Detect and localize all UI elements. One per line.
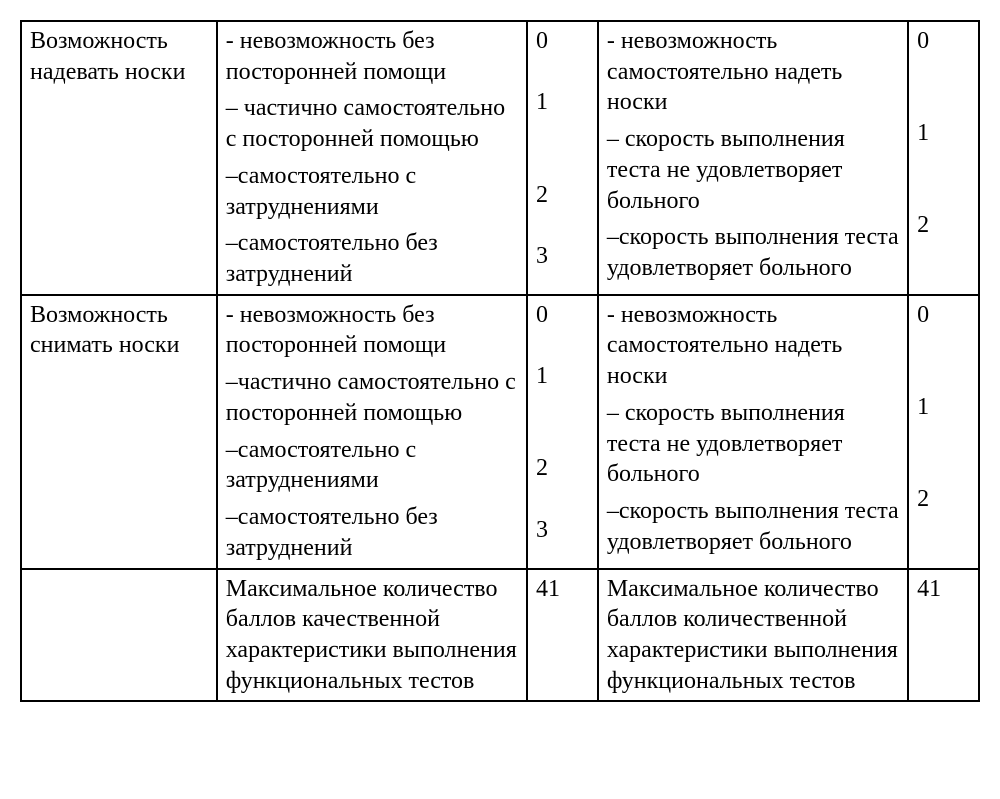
- score-spacer: [536, 484, 589, 515]
- score-spacer: [536, 210, 589, 241]
- qual-item-text: - невозможность без посторонней помощи: [226, 26, 518, 87]
- score-spacer: [536, 57, 589, 88]
- quant-item-score: 2: [917, 210, 970, 241]
- qual-score-cell: 0 1 2 3: [527, 21, 598, 295]
- quant-score-cell: 0 1 2: [908, 295, 979, 569]
- quant-item-score: 1: [917, 118, 970, 149]
- qual-item-text: –самостоятельно с затруднениями: [226, 161, 518, 222]
- qual-item-score: 0: [536, 300, 589, 331]
- qual-item-score: 1: [536, 361, 589, 392]
- qual-desc-cell: - невозможность без посторонней помощи –…: [217, 21, 527, 295]
- quant-item-text: – скорость выполнения теста не удовлетво…: [607, 124, 899, 216]
- qual-item-text: – частично самостоятельно с посторонней …: [226, 93, 518, 154]
- score-spacer: [536, 118, 589, 149]
- qual-summary-score: 41: [536, 576, 560, 602]
- qual-item-text: –самостоятельно без затруднений: [226, 228, 518, 289]
- score-spacer: [917, 57, 970, 88]
- criterion-cell: Возможность снимать носки: [21, 295, 217, 569]
- quant-desc-cell: - невозможность самостоятельно надеть но…: [598, 21, 908, 295]
- quant-summary-score: 41: [917, 576, 941, 602]
- assessment-tbody: Возможность надевать носки - невозможнос…: [21, 21, 979, 701]
- table-row: Максимальное количество баллов качествен…: [21, 569, 979, 702]
- quant-summary-text: Максимальное количество баллов количеств…: [607, 576, 898, 694]
- qual-item-score: 3: [536, 241, 589, 272]
- quant-item-score: 0: [917, 300, 970, 331]
- quant-item-score: 0: [917, 26, 970, 57]
- score-spacer: [536, 423, 589, 454]
- table-row: Возможность надевать носки - невозможнос…: [21, 21, 979, 295]
- criterion-text: Возможность надевать носки: [30, 28, 185, 85]
- qual-item-text: - невозможность без посторонней помощи: [226, 300, 518, 361]
- score-spacer: [917, 361, 970, 392]
- qual-summary-score-cell: 41: [527, 569, 598, 702]
- qual-summary-cell: Максимальное количество баллов качествен…: [217, 569, 527, 702]
- qual-item-score: 0: [536, 26, 589, 57]
- table-row: Возможность снимать носки - невозможност…: [21, 295, 979, 569]
- quant-item-text: - невозможность самостоятельно надеть но…: [607, 26, 899, 118]
- score-spacer: [917, 149, 970, 180]
- quant-item-text: –скорость выполнения теста удовлетворяет…: [607, 496, 899, 557]
- quant-summary-score-cell: 41: [908, 569, 979, 702]
- quant-item-score: 1: [917, 392, 970, 423]
- score-spacer: [917, 330, 970, 361]
- qual-item-score: 2: [536, 453, 589, 484]
- score-spacer: [536, 149, 589, 180]
- qual-item-text: –самостоятельно с затруднениями: [226, 435, 518, 496]
- qual-item-text: –частично самостоятельно с посторонней п…: [226, 367, 518, 428]
- quant-summary-cell: Максимальное количество баллов количеств…: [598, 569, 908, 702]
- quant-item-score: 2: [917, 484, 970, 515]
- score-spacer: [917, 423, 970, 454]
- quant-score-cell: 0 1 2: [908, 21, 979, 295]
- score-spacer: [917, 453, 970, 484]
- qual-desc-cell: - невозможность без посторонней помощи –…: [217, 295, 527, 569]
- criterion-cell: [21, 569, 217, 702]
- score-spacer: [536, 330, 589, 361]
- quant-item-text: - невозможность самостоятельно надеть но…: [607, 300, 899, 392]
- criterion-text: Возможность снимать носки: [30, 302, 179, 359]
- quant-desc-cell: - невозможность самостоятельно надеть но…: [598, 295, 908, 569]
- qual-item-score: 1: [536, 87, 589, 118]
- assessment-table: Возможность надевать носки - невозможнос…: [20, 20, 980, 702]
- qual-summary-text: Максимальное количество баллов качествен…: [226, 576, 517, 694]
- qual-score-cell: 0 1 2 3: [527, 295, 598, 569]
- quant-item-text: – скорость выполнения теста не удовлетво…: [607, 398, 899, 490]
- score-spacer: [917, 180, 970, 211]
- score-spacer: [917, 87, 970, 118]
- criterion-cell: Возможность надевать носки: [21, 21, 217, 295]
- quant-item-text: –скорость выполнения теста удовлетворяет…: [607, 222, 899, 283]
- score-spacer: [536, 392, 589, 423]
- qual-item-score: 3: [536, 515, 589, 546]
- qual-item-score: 2: [536, 180, 589, 211]
- qual-item-text: –самостоятельно без затруднений: [226, 502, 518, 563]
